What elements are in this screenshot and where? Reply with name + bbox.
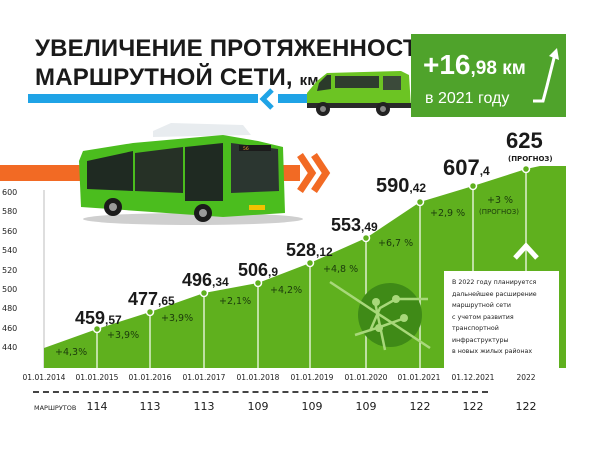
- bus-illustration: 56: [79, 123, 303, 225]
- routes-value: 113: [193, 400, 215, 413]
- value-label: 459,57: [75, 308, 122, 328]
- value-label: 607,4: [443, 155, 490, 180]
- growth-pct: +2,9 %: [430, 208, 466, 219]
- value-label: 553,49: [331, 215, 378, 235]
- routes-value: 122: [515, 400, 537, 413]
- chevron-left-icon: [258, 88, 278, 110]
- value-label: 496,34: [182, 270, 229, 290]
- x-tick: 01.01.2020: [344, 373, 388, 382]
- note-box: В 2022 году планируется дальнейшее расши…: [444, 271, 559, 369]
- value-label-forecast: 625: [506, 128, 543, 153]
- route-network-icon: [329, 280, 431, 351]
- y-tick: 500: [2, 285, 18, 294]
- x-tick: 01.01.2021: [397, 373, 441, 382]
- arrow-up-right-icon: [533, 48, 559, 103]
- title-line-2: МАРШРУТНОЙ СЕТИ, км: [35, 64, 319, 91]
- x-tick: 01.01.2016: [128, 373, 172, 382]
- y-tick: 560: [2, 227, 18, 236]
- x-tick: 01.01.2019: [290, 373, 334, 382]
- y-tick: 600: [2, 188, 18, 197]
- forecast-label: (ПРОГНОЗ): [508, 155, 553, 163]
- routes-value: 122: [409, 400, 431, 413]
- y-tick: 480: [2, 304, 18, 313]
- area-fill: [44, 166, 566, 368]
- title-line-1: УВЕЛИЧЕНИЕ ПРОТЯЖЕННОСТИ: [35, 35, 436, 62]
- page-title: УВЕЛИЧЕНИЕ ПРОТЯЖЕННОСТИ МАРШРУТНОЙ СЕТИ…: [35, 34, 435, 95]
- forecast-pct-label: (ПРОГНОЗ): [479, 208, 519, 216]
- x-tick: 01.01.2014: [22, 373, 66, 382]
- y-tick: 540: [2, 246, 18, 255]
- routes-value: 113: [139, 400, 161, 413]
- routes-value: 114: [86, 400, 108, 413]
- growth-value: +16,98 км: [423, 49, 526, 80]
- growth-badge: +16,98 км в 2021 году: [411, 34, 566, 117]
- value-label: 506,9: [238, 260, 279, 280]
- x-tick: 2022: [516, 373, 536, 382]
- y-tick: 460: [2, 324, 18, 333]
- value-label: 590,42: [376, 175, 427, 197]
- y-tick: 440: [2, 343, 18, 352]
- chevron-up-icon: [513, 242, 539, 260]
- minibus-illustration: [307, 71, 411, 116]
- title-unit: км: [299, 72, 319, 89]
- growth-pct: +4,8 %: [323, 264, 359, 275]
- growth-pct: +3,9%: [161, 313, 194, 324]
- growth-period: в 2021 году: [425, 90, 510, 107]
- svg-text:56: 56: [243, 146, 249, 152]
- routes-value: 109: [247, 400, 269, 413]
- growth-pct: +6,7 %: [378, 238, 414, 249]
- growth-pct: +4,2%: [270, 285, 303, 296]
- x-tick: 01.12.2021: [451, 373, 495, 382]
- x-tick: 01.01.2018: [236, 373, 280, 382]
- x-tick: 01.01.2017: [182, 373, 226, 382]
- value-label: 528,12: [286, 240, 333, 260]
- growth-pct: +3 %: [487, 195, 514, 206]
- y-tick: 580: [2, 207, 18, 216]
- growth-pct: +4,3%: [55, 347, 88, 358]
- routes-label: МАРШРУТОВ: [34, 404, 77, 412]
- routes-value: 109: [301, 400, 323, 413]
- blue-decor-line: [28, 94, 403, 103]
- growth-pct: +3,9%: [107, 330, 140, 341]
- growth-pct: +2,1%: [219, 296, 252, 307]
- data-points: [92, 164, 531, 334]
- routes-value: 109: [355, 400, 377, 413]
- x-tick: 01.01.2015: [75, 373, 119, 382]
- double-chevron-right-icon: [297, 153, 331, 193]
- y-tick: 520: [2, 266, 18, 275]
- dashed-divider: [33, 391, 488, 393]
- value-label: 477,65: [128, 289, 175, 309]
- routes-value: 122: [462, 400, 484, 413]
